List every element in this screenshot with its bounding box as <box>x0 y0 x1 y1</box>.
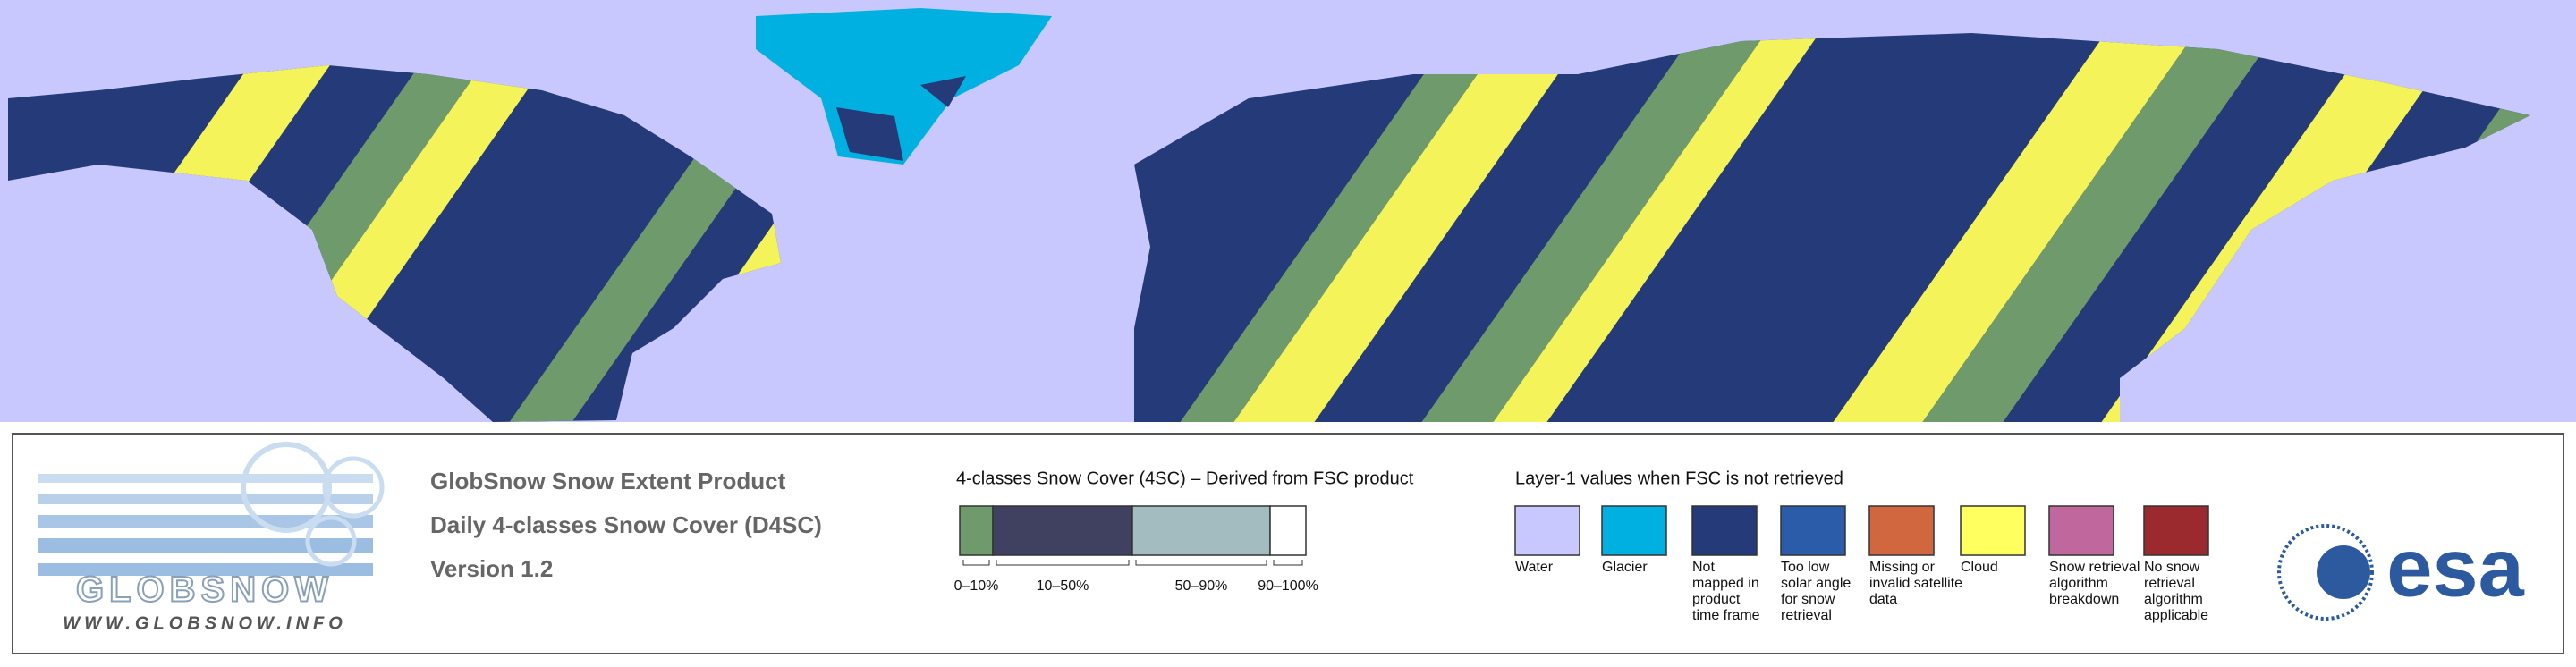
greenland <box>756 8 1052 165</box>
logo-url: WWW.GLOBSNOW.INFO <box>63 613 347 633</box>
esa-wordmark: esa <box>2386 522 2524 613</box>
legend-label: retrieval <box>2144 576 2195 591</box>
legend-label: Missing or <box>1869 560 1936 575</box>
snowflake <box>305 515 357 567</box>
legend-title: 4-classes Snow Cover (4SC) – Derived fro… <box>956 469 1414 488</box>
class-bracket <box>962 560 990 566</box>
greenland-unmapped <box>920 76 966 107</box>
greenland-unmapped <box>836 107 903 161</box>
color-bar-segment <box>959 505 994 556</box>
snow-cover-legend: 4-classes Snow Cover (4SC) – Derived fro… <box>954 469 1414 594</box>
class-bracket <box>1273 560 1303 566</box>
legend-swatch <box>1960 505 2026 556</box>
class-bracket <box>1135 560 1267 566</box>
class-label: 90–100% <box>1258 578 1318 594</box>
legend-label: Glacier <box>1602 560 1648 575</box>
swath <box>1180 33 1530 422</box>
legend-label: No snow <box>2144 560 2200 575</box>
esa-emblem <box>2317 545 2370 599</box>
legend-label: Water <box>1515 560 1554 575</box>
esa-logo: esa <box>2277 522 2525 621</box>
legend-swatch <box>1691 505 1758 556</box>
logo-stripe <box>38 515 373 528</box>
legend-label: Snow retrieval <box>2049 560 2140 575</box>
swath <box>1233 33 1610 422</box>
legend-label: invalid satellite <box>1869 576 1962 591</box>
legend-label: breakdown <box>2049 592 2119 607</box>
legend-label: for snow <box>1781 592 1835 607</box>
snowflake <box>241 442 332 533</box>
legend-label: applicable <box>2144 608 2208 623</box>
class-bracket <box>996 560 1130 566</box>
legend-swatch <box>1780 505 1846 556</box>
legend-label: data <box>1869 592 1897 607</box>
product-line: Version 1.2 <box>430 555 553 582</box>
color-bar-segment <box>992 505 1133 556</box>
logo-stripe <box>38 494 373 504</box>
legend-swatch <box>1514 505 1580 556</box>
color-bar-segment <box>1131 505 1271 556</box>
class-label: 0–10% <box>954 578 999 594</box>
product-line: GlobSnow Snow Extent Product <box>430 468 786 494</box>
class-label: 10–50% <box>1037 578 1089 594</box>
snowflake <box>322 456 385 519</box>
logo-stripe <box>38 474 373 483</box>
legend-label: algorithm <box>2049 576 2108 591</box>
map <box>0 0 2576 422</box>
legend-label: algorithm <box>2144 592 2203 607</box>
legend-label: product <box>1692 592 1741 607</box>
legend-title: Layer-1 values when FSC is not retrieved <box>1515 469 1843 488</box>
esa-emblem <box>2277 524 2374 621</box>
swath <box>1421 33 1789 422</box>
class-label: 50–90% <box>1175 578 1228 594</box>
legend-label: Cloud <box>1961 560 1998 575</box>
logo-stripe <box>38 538 373 553</box>
legend-swatch <box>1601 505 1667 556</box>
legend-label: Too low <box>1781 560 1830 575</box>
product-line: Daily 4-classes Snow Cover (D4SC) <box>430 511 822 538</box>
color-bar-segment <box>1269 505 1307 556</box>
legend-label: solar angle <box>1781 576 1851 591</box>
product-info: GlobSnow Snow Extent Product Daily 4-clas… <box>430 468 822 582</box>
legend-swatch <box>2048 505 2114 556</box>
legend-swatch <box>1868 505 1935 556</box>
legend-label: time frame <box>1692 608 1760 623</box>
legend-label: retrieval <box>1781 608 1832 623</box>
legend-label: Not <box>1692 560 1715 575</box>
logo-stripe <box>38 563 373 576</box>
legend-label: mapped in <box>1692 576 1759 591</box>
logo-name: GLOBSNOW <box>76 570 334 610</box>
globsnow-logo: GLOBSNOW WWW.GLOBSNOW.INFO <box>38 442 385 633</box>
swath <box>1922 33 2299 422</box>
swath <box>1493 33 1843 422</box>
layer1-legend: Layer-1 values when FSC is not retrieved… <box>1514 469 2209 623</box>
legend-swatch <box>2143 505 2209 556</box>
swath <box>1833 33 2218 422</box>
